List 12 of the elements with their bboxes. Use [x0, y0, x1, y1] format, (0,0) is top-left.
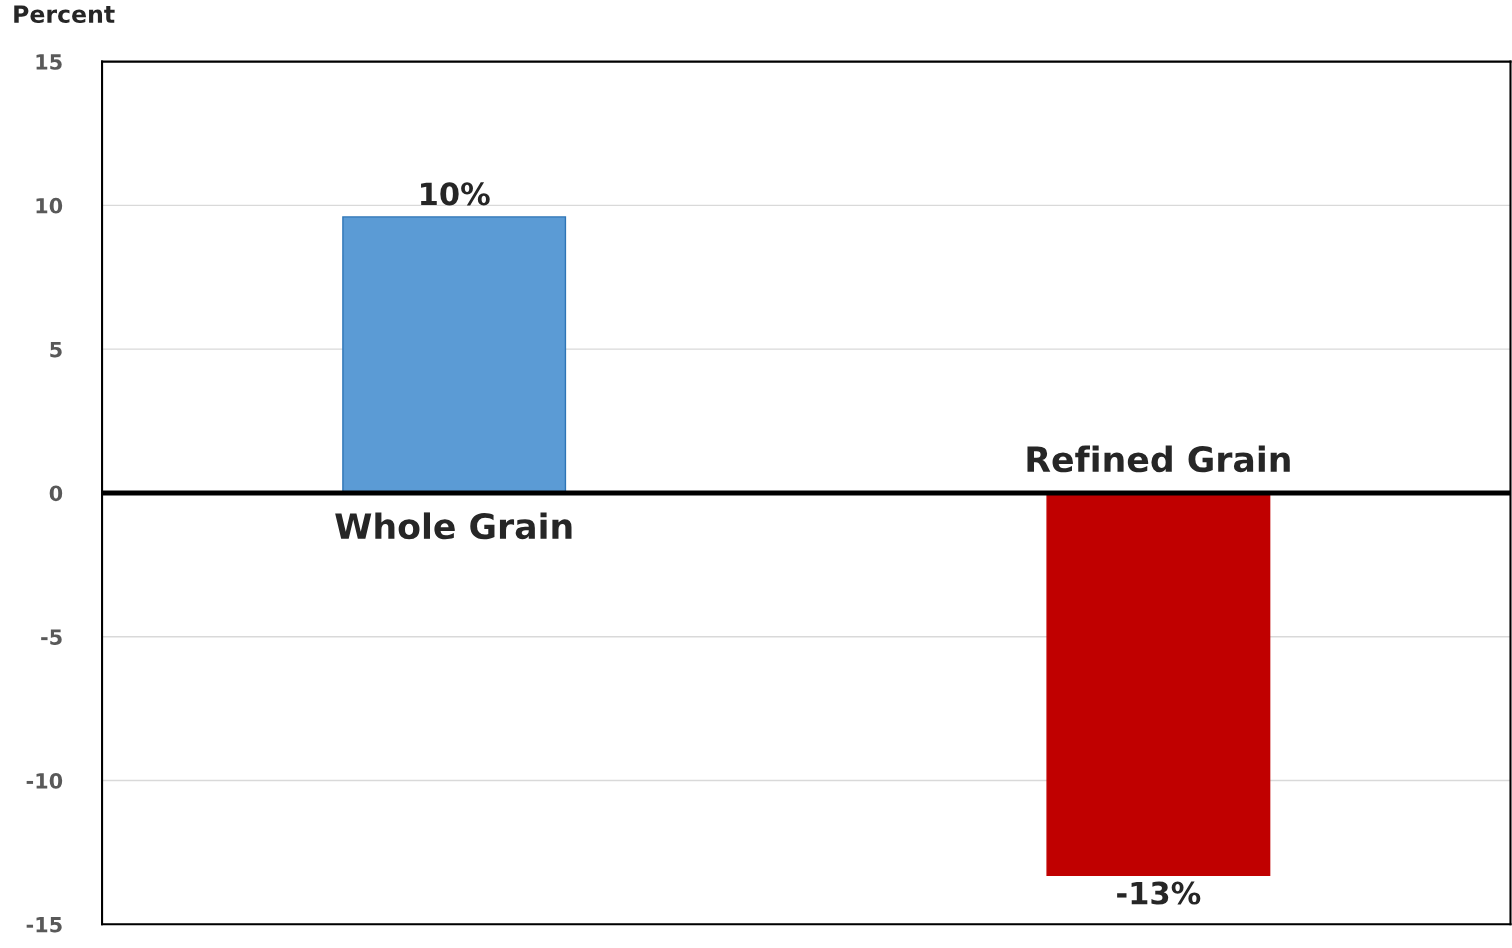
- data-label: -13%: [1117, 881, 1201, 905]
- x-tick-label: Whole Grain: [335, 512, 572, 540]
- y-tick-label: 10: [36, 197, 63, 214]
- y-tick-label: 15: [36, 54, 62, 70]
- y-tick-label: 0: [49, 485, 63, 502]
- y-tick-label: -5: [41, 629, 62, 645]
- y-axis-title: Percent: [14, 5, 115, 24]
- data-label: 10%: [421, 182, 490, 206]
- y-tick-label: -10: [26, 772, 63, 789]
- x-tick-label: Refined Grain: [1027, 445, 1290, 473]
- y-tick-label: -15: [26, 917, 62, 933]
- y-tick-label: 5: [50, 341, 62, 358]
